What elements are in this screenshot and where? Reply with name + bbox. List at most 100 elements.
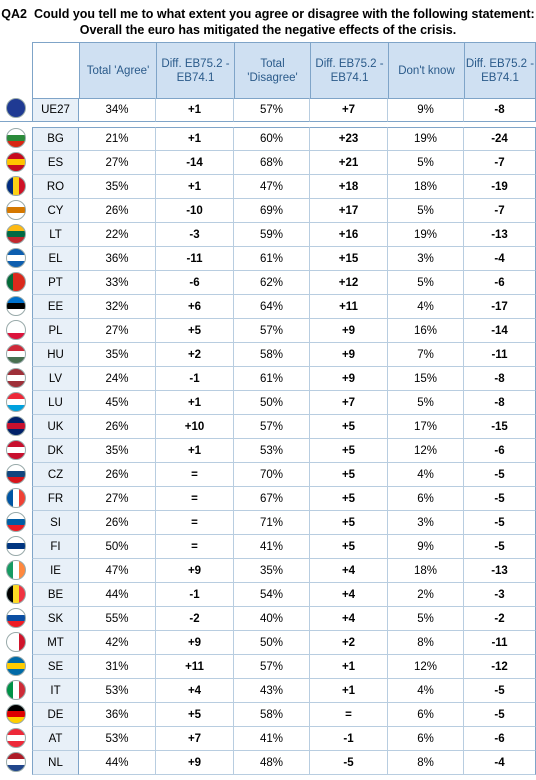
total-disagree: 41% (234, 535, 310, 559)
diff-dont-know: -4 (464, 247, 536, 271)
total-disagree: 54% (234, 583, 310, 607)
diff-disagree: +9 (310, 367, 388, 391)
diff-agree: +6 (156, 295, 234, 319)
total-agree: 26% (79, 415, 156, 439)
total-disagree: 50% (234, 391, 310, 415)
diff-dont-know: -5 (464, 535, 536, 559)
total-disagree: 35% (234, 559, 310, 583)
flag-cell (0, 415, 32, 439)
diff-dont-know: -11 (464, 343, 536, 367)
diff-disagree: +5 (310, 511, 388, 535)
table-row: SE 31% +11 57% +1 12% -12 (0, 655, 536, 679)
diff-disagree: +12 (310, 271, 388, 295)
fi-flag-icon (6, 535, 26, 556)
table-row: DE 36% +5 58% = 6% -5 (0, 703, 536, 727)
table-row: SI 26% = 71% +5 3% -5 (0, 511, 536, 535)
diff-agree: +9 (156, 559, 234, 583)
diff-agree: -10 (156, 199, 234, 223)
total-disagree: 70% (234, 463, 310, 487)
total-disagree: 57% (234, 655, 310, 679)
total-disagree: 57% (234, 415, 310, 439)
table-row: CZ 26% = 70% +5 4% -5 (0, 463, 536, 487)
diff-disagree: +23 (310, 127, 388, 151)
table-row: LU 45% +1 50% +7 5% -8 (0, 391, 536, 415)
total-agree: 35% (79, 439, 156, 463)
flag-cell (0, 295, 32, 319)
diff-disagree: +9 (310, 343, 388, 367)
country-code: LT (32, 223, 79, 247)
country-code: SI (32, 511, 79, 535)
diff-disagree: +5 (310, 463, 388, 487)
table-row: ES 27% -14 68% +21 5% -7 (0, 151, 536, 175)
pl-flag-icon (6, 319, 26, 340)
total-disagree: 60% (234, 127, 310, 151)
flag-cell (0, 223, 32, 247)
col-header-diff-disagree: Diff. EB75.2 - EB74.1 (310, 42, 388, 98)
total-disagree: 57% (234, 319, 310, 343)
dont-know: 17% (388, 415, 464, 439)
dont-know: 2% (388, 583, 464, 607)
dont-know: 15% (388, 367, 464, 391)
dont-know: 5% (388, 271, 464, 295)
diff-agree: -3 (156, 223, 234, 247)
total-agree: 50% (79, 535, 156, 559)
table-row: DK 35% +1 53% +5 12% -6 (0, 439, 536, 463)
total-disagree: 43% (234, 679, 310, 703)
flag-cell (0, 98, 32, 122)
total-agree: 27% (79, 487, 156, 511)
flag-cell (0, 271, 32, 295)
table-row: HU 35% +2 58% +9 7% -11 (0, 343, 536, 367)
country-code: IT (32, 679, 79, 703)
dont-know: 9% (388, 98, 464, 122)
table-row: LV 24% -1 61% +9 15% -8 (0, 367, 536, 391)
flag-cell (0, 751, 32, 775)
flag-cell (0, 127, 32, 151)
flag-cell (0, 583, 32, 607)
total-disagree: 47% (234, 175, 310, 199)
flag-cell (0, 175, 32, 199)
total-disagree: 61% (234, 367, 310, 391)
diff-agree: = (156, 463, 234, 487)
dont-know: 18% (388, 175, 464, 199)
at-flag-icon (6, 727, 26, 748)
header-row: Total 'Agree' Diff. EB75.2 - EB74.1 Tota… (0, 42, 536, 98)
diff-disagree: +5 (310, 415, 388, 439)
cy-flag-icon (6, 199, 26, 220)
diff-agree: +9 (156, 631, 234, 655)
diff-agree: = (156, 511, 234, 535)
table-row: EE 32% +6 64% +11 4% -17 (0, 295, 536, 319)
table-row: CY 26% -10 69% +17 5% -7 (0, 199, 536, 223)
diff-disagree: +7 (310, 98, 388, 122)
table-row: PL 27% +5 57% +9 16% -14 (0, 319, 536, 343)
table-row: PT 33% -6 62% +12 5% -6 (0, 271, 536, 295)
dont-know: 5% (388, 199, 464, 223)
col-header-diff-dont-know: Diff. EB75.2 - EB74.1 (464, 42, 536, 98)
flag-cell (0, 727, 32, 751)
country-code: HU (32, 343, 79, 367)
country-code: NL (32, 751, 79, 775)
diff-agree: +9 (156, 751, 234, 775)
diff-dont-know: -2 (464, 607, 536, 631)
diff-disagree: +1 (310, 679, 388, 703)
col-header-agree: Total 'Agree' (79, 42, 156, 98)
country-code: UE27 (32, 98, 79, 122)
diff-dont-know: -5 (464, 511, 536, 535)
country-code: IE (32, 559, 79, 583)
question-code: QA2 (1, 7, 27, 21)
country-code: BE (32, 583, 79, 607)
sk-flag-icon (6, 607, 26, 628)
table-row: MT 42% +9 50% +2 8% -11 (0, 631, 536, 655)
total-disagree: 71% (234, 511, 310, 535)
diff-disagree: -5 (310, 751, 388, 775)
total-agree: 44% (79, 583, 156, 607)
se-flag-icon (6, 655, 26, 676)
diff-agree: +1 (156, 391, 234, 415)
lu-flag-icon (6, 391, 26, 412)
diff-agree: +5 (156, 319, 234, 343)
flag-cell (0, 439, 32, 463)
country-code: RO (32, 175, 79, 199)
de-flag-icon (6, 703, 26, 724)
flag-cell (0, 703, 32, 727)
total-agree: 36% (79, 703, 156, 727)
country-code: DE (32, 703, 79, 727)
